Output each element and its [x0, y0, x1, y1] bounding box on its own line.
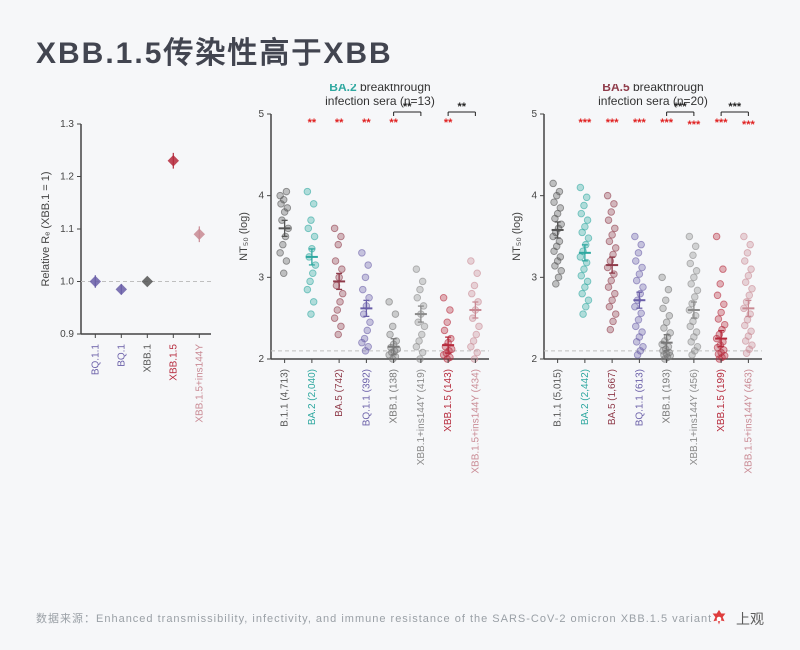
svg-text:XBB.1.5+ins144Y (434): XBB.1.5+ins144Y (434) — [470, 369, 481, 474]
svg-text:**: ** — [308, 117, 317, 129]
svg-text:XBB.1: XBB.1 — [142, 344, 153, 373]
svg-text:BA.5 (1,667): BA.5 (1,667) — [607, 369, 618, 425]
svg-text:**: ** — [335, 117, 344, 129]
svg-text:B.1.1 (5,015): B.1.1 (5,015) — [553, 369, 564, 427]
svg-text:***: *** — [660, 117, 674, 129]
publisher-name: 上观 — [736, 609, 764, 629]
svg-text:BA.5 (742): BA.5 (742) — [334, 369, 345, 417]
svg-text:XBB.1+ins144Y (419): XBB.1+ins144Y (419) — [416, 369, 427, 465]
svg-text:BA.5 breakthrough: BA.5 breakthrough — [602, 84, 703, 94]
svg-text:2: 2 — [531, 354, 537, 365]
svg-text:5: 5 — [258, 109, 264, 120]
svg-text:***: *** — [674, 101, 688, 113]
svg-text:BA.2 (2,442): BA.2 (2,442) — [580, 369, 591, 425]
svg-text:B.1.1 (4,713): B.1.1 (4,713) — [280, 369, 291, 427]
svg-text:3: 3 — [531, 272, 537, 283]
svg-text:2: 2 — [258, 354, 264, 365]
svg-text:XBB.1 (138): XBB.1 (138) — [389, 369, 400, 423]
svg-text:BQ.1: BQ.1 — [116, 344, 127, 367]
svg-text:XBB.1.5+ins144Y: XBB.1.5+ins144Y — [194, 344, 205, 423]
svg-text:BQ.1.1: BQ.1.1 — [90, 344, 101, 376]
svg-text:**: ** — [362, 117, 371, 129]
svg-text:***: *** — [578, 117, 592, 129]
publisher-logo: 上观 — [708, 608, 764, 630]
svg-text:XBB.1.5 (143): XBB.1.5 (143) — [443, 369, 454, 432]
svg-text:XBB.1.5: XBB.1.5 — [168, 344, 179, 381]
svg-text:**: ** — [457, 101, 466, 113]
svg-text:4: 4 — [531, 191, 537, 202]
svg-text:***: *** — [606, 117, 620, 129]
svg-text:BA.2 (2,040): BA.2 (2,040) — [307, 369, 318, 425]
svg-text:**: ** — [389, 117, 398, 129]
page-title: XBB.1.5传染性高于XBB — [36, 28, 393, 72]
svg-text:BA.2 breakthrough: BA.2 breakthrough — [329, 84, 430, 94]
svg-text:***: *** — [633, 117, 647, 129]
svg-text:1.1: 1.1 — [60, 224, 74, 235]
svg-text:4: 4 — [258, 191, 264, 202]
svg-text:BQ.1.1 (613): BQ.1.1 (613) — [634, 369, 645, 426]
svg-text:infection sera (n=13): infection sera (n=13) — [325, 94, 435, 108]
svg-text:1.2: 1.2 — [60, 172, 74, 183]
svg-text:XBB.1.5+ins144Y (463): XBB.1.5+ins144Y (463) — [743, 369, 754, 474]
svg-text:BQ.1.1 (392): BQ.1.1 (392) — [361, 369, 372, 426]
svg-text:***: *** — [742, 119, 756, 131]
svg-text:***: *** — [715, 117, 729, 129]
chart-figure: 0.9 1.0 1.1 1.2 1.3 Relative Rₑ (XBB.1 = 1) BQ… — [36, 84, 764, 544]
svg-text:5: 5 — [531, 109, 537, 120]
svg-text:***: *** — [728, 101, 742, 113]
svg-text:1.0: 1.0 — [60, 277, 74, 288]
svg-text:NT₅₀ (log): NT₅₀ (log) — [511, 212, 523, 261]
svg-text:XBB.1 (193): XBB.1 (193) — [662, 369, 673, 423]
svg-text:**: ** — [444, 117, 453, 129]
svg-text:***: *** — [687, 119, 701, 131]
svg-text:XBB.1+ins144Y (456): XBB.1+ins144Y (456) — [689, 369, 700, 465]
svg-text:Relative Rₑ (XBB.1 = 1): Relative Rₑ (XBB.1 = 1) — [40, 171, 52, 286]
svg-text:3: 3 — [258, 272, 264, 283]
data-source-caption: 数据来源：Enhanced transmissibility, infectiv… — [36, 610, 712, 626]
svg-text:0.9: 0.9 — [60, 329, 74, 340]
publisher-mark-icon — [708, 608, 730, 630]
svg-text:infection sera (n=20): infection sera (n=20) — [598, 94, 708, 108]
svg-text:XBB.1.5 (199): XBB.1.5 (199) — [716, 369, 727, 432]
svg-text:NT₅₀ (log): NT₅₀ (log) — [238, 212, 250, 261]
svg-text:1.3: 1.3 — [60, 119, 74, 130]
svg-text:**: ** — [403, 101, 412, 113]
